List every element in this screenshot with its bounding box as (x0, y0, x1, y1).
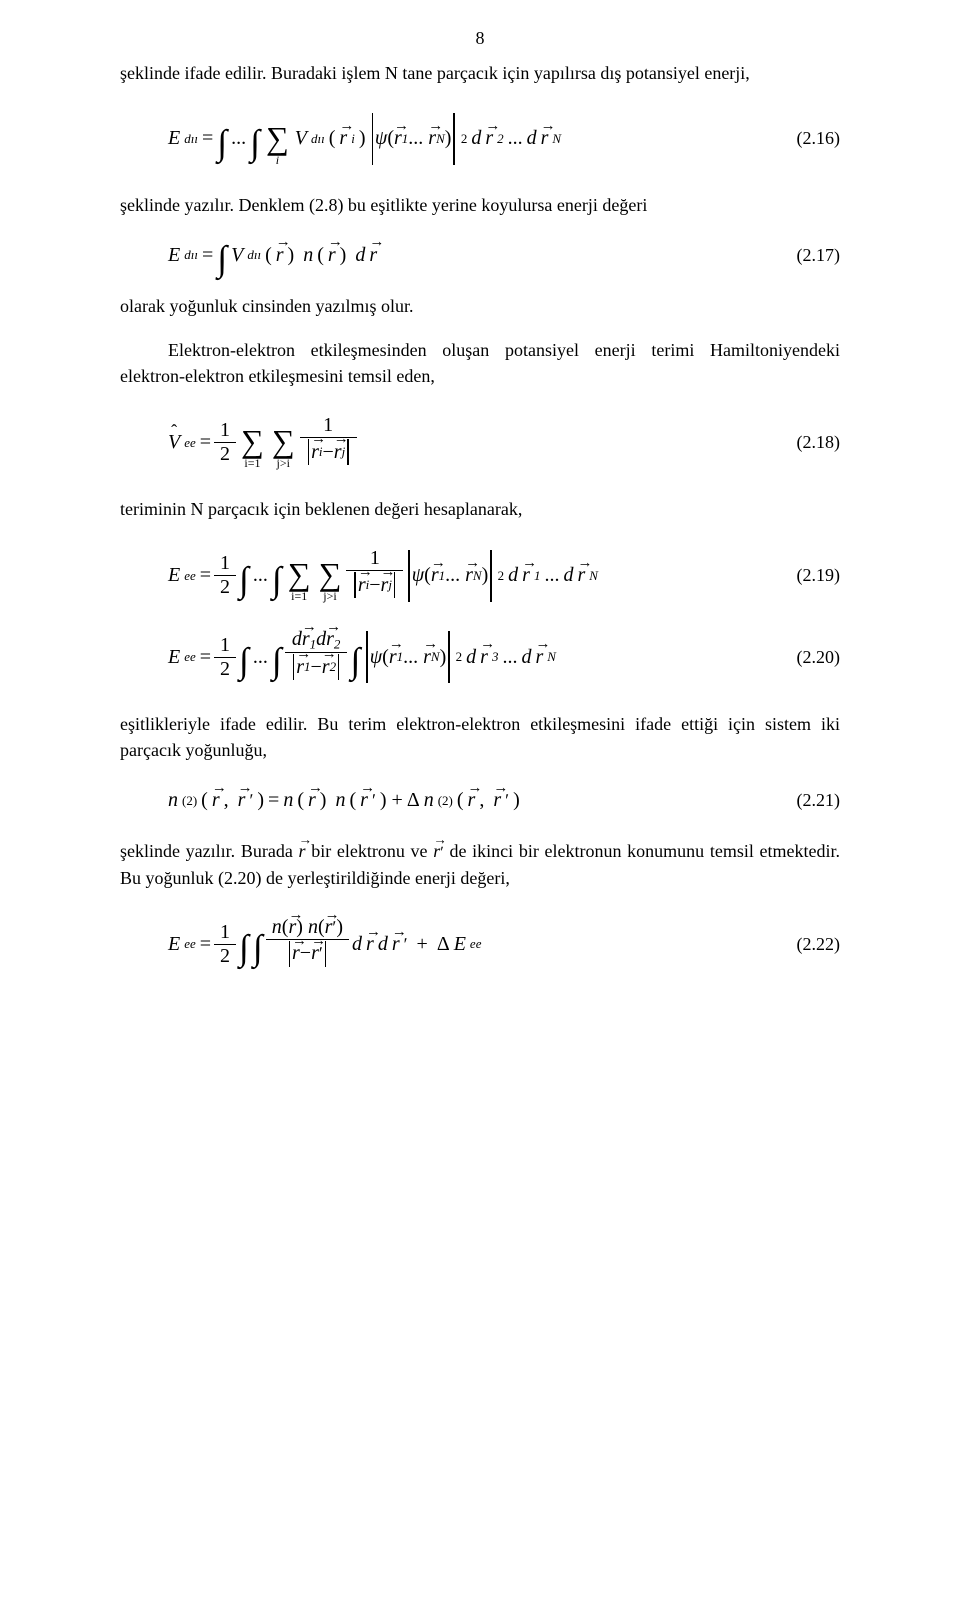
equation-number-2-20: (2.20) (760, 647, 840, 668)
paragraph-7: şeklinde yazılır. Burada r bir elektronu… (120, 838, 840, 891)
paragraph-2: şeklinde yazılır. Denklem (2.8) bu eşitl… (120, 192, 840, 218)
equation-number-2-21: (2.21) (760, 790, 840, 811)
equation-number-2-16: (2.16) (760, 128, 840, 149)
paragraph-6: eşitlikleriyle ifade edilir. Bu terim el… (120, 711, 840, 763)
paragraph-1: şeklinde ifade edilir. Buradaki işlem N … (120, 60, 840, 86)
equation-2-19: Eee = 12 ∫ ... ∫ ∑i=1 ∑j>i 1 ri − rj ψ(r… (120, 548, 840, 603)
equation-2-17: Edıı = ∫ Vdıı (r) n(r) dr (2.17) (120, 244, 840, 267)
equation-number-2-18: (2.18) (760, 432, 840, 453)
page-number: 8 (0, 28, 960, 49)
equation-2-18: Vee = 12 ∑i=1 ∑j>i 1 ri − rj (2.18) (120, 415, 840, 470)
inline-r-vector: r (299, 838, 306, 864)
paragraph-4: Elektron-elektron etkileşmesinden oluşan… (120, 337, 840, 389)
equation-2-21: n(2) (r, rʹ) = n(r) n(rʹ) + Δn(2) (r, rʹ… (120, 789, 840, 812)
equation-number-2-19: (2.19) (760, 565, 840, 586)
equation-number-2-22: (2.22) (760, 934, 840, 955)
equation-2-16: Edıı = ∫ ... ∫ ∑ i Vdıı (ri) ψ(r1... rN)… (120, 112, 840, 166)
equation-number-2-17: (2.17) (760, 245, 840, 266)
paragraph-5: teriminin N parçacık için beklenen değer… (120, 496, 840, 522)
inline-r-prime-vector: r (433, 838, 440, 864)
paragraph-3: olarak yoğunluk cinsinden yazılmış olur. (120, 293, 840, 319)
equation-2-20: Eee = 12 ∫ ... ∫ dr1dr2 r1 − r2 ∫ ψ(r1..… (120, 629, 840, 685)
equation-2-22: Eee = 12 ∫∫ n(r) n(rʹ) r − rʹ drdrʹ + ΔE… (120, 917, 840, 972)
